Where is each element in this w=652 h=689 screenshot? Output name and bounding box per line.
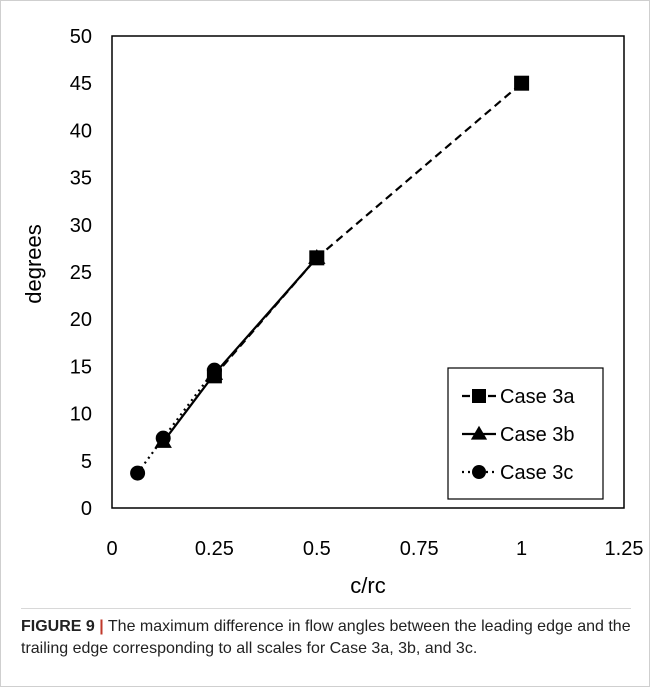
x-tick-labels: 0 0.25 0.5 0.75 1 1.25	[106, 538, 643, 560]
series-layer	[130, 75, 530, 481]
caption-text: The maximum difference in flow angles be…	[21, 618, 631, 657]
legend-item: Case 3a	[462, 386, 575, 408]
legend-item: Case 3c	[462, 462, 573, 484]
line-chart: 0 5 10 15 20 25 30 35 40 45 50 0 0.25 0.5 0.75 1 1.25 d…	[21, 26, 643, 598]
triangle-marker	[470, 425, 488, 440]
y-tick-label: 40	[70, 120, 92, 142]
x-tick-label: 1	[516, 538, 527, 560]
y-tick-label: 15	[70, 356, 92, 378]
circle-marker	[130, 465, 146, 481]
y-tick-label: 25	[70, 262, 92, 284]
y-tick-label: 0	[81, 498, 92, 520]
figure-caption: FIGURE 9 | The maximum difference in flo…	[21, 616, 641, 660]
y-tick-label: 20	[70, 309, 92, 331]
caption-separator: |	[99, 618, 104, 635]
circle-marker	[206, 362, 222, 378]
y-tick-labels: 0 5 10 15 20 25 30 35 40 45 50	[70, 26, 92, 520]
triangle-marker	[308, 249, 326, 264]
x-axis-label: c/rc	[350, 573, 385, 598]
series-markers-circle	[130, 362, 222, 481]
y-tick-label: 5	[81, 451, 92, 473]
y-tick-label: 50	[70, 26, 92, 48]
square-marker	[514, 75, 530, 91]
y-tick-label: 10	[70, 404, 92, 426]
x-tick-label: 0.5	[303, 538, 331, 560]
x-tick-label: 0	[106, 538, 117, 560]
x-tick-label: 0.75	[400, 538, 439, 560]
y-tick-label: 35	[70, 168, 92, 190]
circle-marker	[472, 465, 486, 479]
y-axis-label: degrees	[21, 224, 46, 304]
x-tick-label: 1.25	[605, 538, 644, 560]
circle-marker	[155, 430, 171, 446]
caption-label: FIGURE 9	[21, 618, 95, 635]
y-tick-label: 45	[70, 73, 92, 95]
square-marker	[472, 389, 486, 403]
legend-label: Case 3b	[500, 424, 575, 446]
legend-item: Case 3b	[462, 424, 575, 446]
y-tick-label: 30	[70, 215, 92, 237]
x-tick-label: 0.25	[195, 538, 234, 560]
legend-label: Case 3a	[500, 386, 575, 408]
legend-label: Case 3c	[500, 462, 573, 484]
legend: Case 3a Case 3b Case 3c	[447, 367, 604, 500]
caption-divider	[21, 608, 631, 609]
